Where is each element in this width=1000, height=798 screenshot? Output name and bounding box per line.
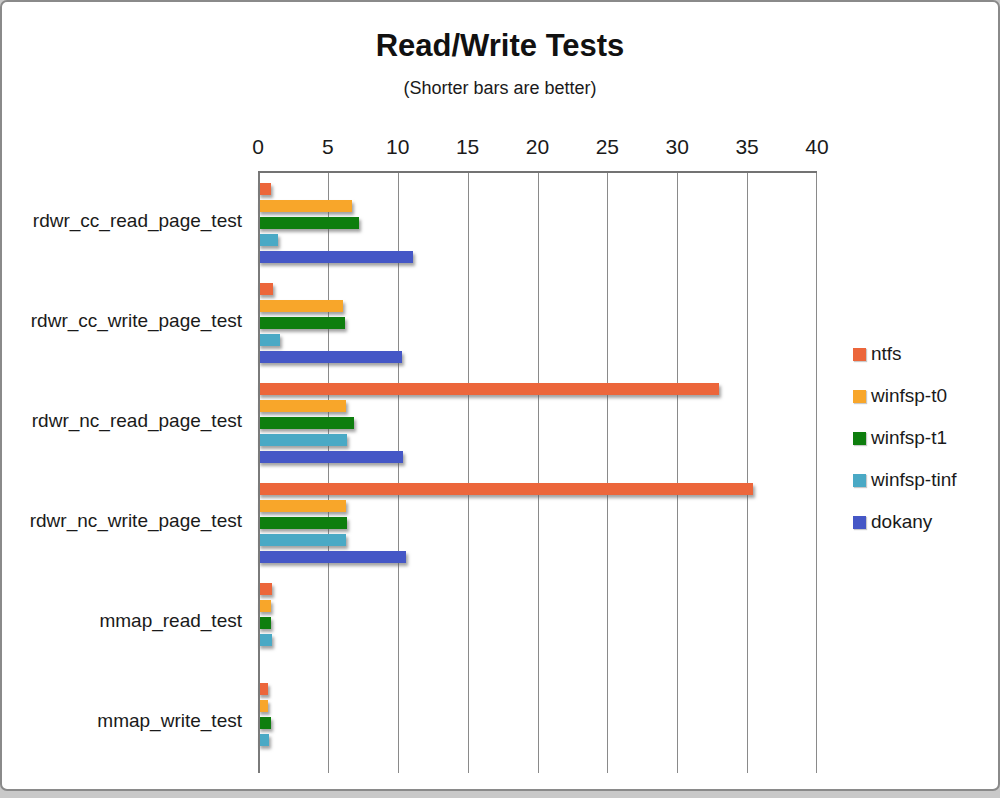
winfsp-t1-bar	[258, 317, 345, 329]
bar-group-rdwr_nc_read_page_test	[258, 373, 817, 473]
legend-label: dokany	[871, 511, 932, 533]
legend: ntfs winfsp-t0 winfsp-t1 winfsp-tinf dokany	[853, 347, 957, 557]
legend-label: ntfs	[871, 343, 902, 365]
category-label-mmap_read_test: mmap_read_test	[2, 571, 242, 671]
bar-slot	[258, 551, 817, 563]
category-label-rdwr_nc_write_page_test: rdwr_nc_write_page_test	[2, 471, 242, 571]
winfsp-tinf-bar	[258, 634, 272, 646]
ntfs-bar	[258, 283, 273, 295]
bar-slot	[258, 434, 817, 446]
bar-slot	[258, 600, 817, 612]
legend-label: winfsp-tinf	[871, 469, 957, 491]
bar-slot	[258, 751, 817, 763]
winfsp-t1-bar	[258, 517, 347, 529]
category-label-mmap_write_test: mmap_write_test	[2, 671, 242, 771]
x-tick-label: 15	[446, 135, 490, 159]
chart-title: Read/Write Tests	[2, 28, 998, 64]
bar-slot	[258, 400, 817, 412]
ntfs-bar	[258, 483, 753, 495]
winfsp-t0-bar	[258, 400, 346, 412]
bar-slot	[258, 200, 817, 212]
bar-group-mmap_write_test	[258, 673, 817, 773]
bar-slot	[258, 651, 817, 663]
x-tick-label: 10	[376, 135, 420, 159]
bar-slot	[258, 417, 817, 429]
bar-group-rdwr_cc_write_page_test	[258, 273, 817, 373]
bar-slot	[258, 734, 817, 746]
legend-item-winfsp-t1: winfsp-t1	[853, 431, 957, 445]
bar-group-mmap_read_test	[258, 573, 817, 673]
dokany-bar	[258, 251, 413, 263]
x-tick-label: 35	[725, 135, 769, 159]
bar-group-rdwr_cc_read_page_test	[258, 173, 817, 273]
bar-slot	[258, 717, 817, 729]
ntfs-bar	[258, 583, 272, 595]
x-tick-label: 30	[655, 135, 699, 159]
x-tick-label: 25	[585, 135, 629, 159]
dokany-bar	[258, 551, 406, 563]
winfsp-tinf-bar	[258, 334, 280, 346]
winfsp-t1-legend-swatch-icon	[853, 432, 866, 445]
x-tick-label: 40	[795, 135, 839, 159]
legend-item-ntfs: ntfs	[853, 347, 957, 361]
dokany-bar	[258, 451, 403, 463]
chart-window: Read/Write Tests (Shorter bars are bette…	[0, 0, 1000, 791]
bar-slot	[258, 583, 817, 595]
winfsp-t0-bar	[258, 200, 352, 212]
bar-slot	[258, 383, 817, 395]
x-tick-label: 5	[306, 135, 350, 159]
category-label-rdwr_cc_write_page_test: rdwr_cc_write_page_test	[2, 271, 242, 371]
bar-slot	[258, 534, 817, 546]
ntfs-bar	[258, 383, 719, 395]
winfsp-tinf-bar	[258, 434, 347, 446]
bar-slot	[258, 351, 817, 363]
bar-slot	[258, 517, 817, 529]
legend-label: winfsp-t0	[871, 385, 947, 407]
dokany-bar	[258, 351, 402, 363]
winfsp-t1-bar	[258, 417, 354, 429]
category-label-rdwr_cc_read_page_test: rdwr_cc_read_page_test	[2, 171, 242, 271]
bar-group-rdwr_nc_write_page_test	[258, 473, 817, 573]
winfsp-tinf-bar	[258, 234, 278, 246]
bar-slot	[258, 451, 817, 463]
bar-slot	[258, 317, 817, 329]
dokany-legend-swatch-icon	[853, 516, 866, 529]
winfsp-tinf-legend-swatch-icon	[853, 474, 866, 487]
plot-area	[258, 171, 817, 773]
winfsp-tinf-bar	[258, 534, 346, 546]
bar-slot	[258, 500, 817, 512]
bar-slot	[258, 334, 817, 346]
y-axis-line	[258, 173, 260, 773]
bar-slot	[258, 700, 817, 712]
legend-item-winfsp-tinf: winfsp-tinf	[853, 473, 957, 487]
bar-slot	[258, 251, 817, 263]
bar-slot	[258, 234, 817, 246]
winfsp-t0-bar	[258, 500, 346, 512]
winfsp-t1-bar	[258, 217, 359, 229]
bar-slot	[258, 683, 817, 695]
bar-slot	[258, 183, 817, 195]
winfsp-t0-bar	[258, 300, 343, 312]
bar-slot	[258, 217, 817, 229]
legend-item-dokany: dokany	[853, 515, 957, 529]
x-tick-label: 0	[236, 135, 280, 159]
winfsp-t0-legend-swatch-icon	[853, 390, 866, 403]
legend-label: winfsp-t1	[871, 427, 947, 449]
bar-slot	[258, 634, 817, 646]
category-label-rdwr_nc_read_page_test: rdwr_nc_read_page_test	[2, 371, 242, 471]
legend-item-winfsp-t0: winfsp-t0	[853, 389, 957, 403]
bar-slot	[258, 617, 817, 629]
chart-subtitle: (Shorter bars are better)	[2, 78, 998, 99]
bar-slot	[258, 483, 817, 495]
x-tick-label: 20	[516, 135, 560, 159]
bar-slot	[258, 300, 817, 312]
ntfs-legend-swatch-icon	[853, 348, 866, 361]
bar-slot	[258, 283, 817, 295]
